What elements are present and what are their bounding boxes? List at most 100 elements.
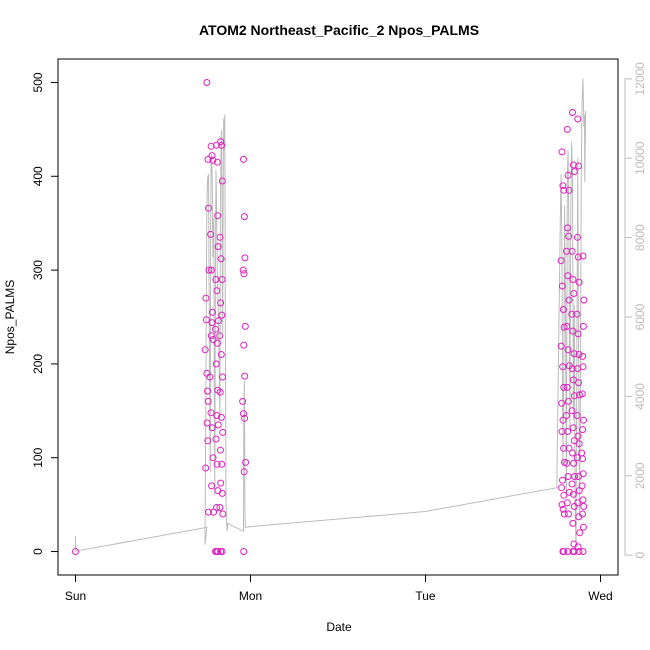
data-point — [558, 148, 566, 156]
data-point — [563, 125, 571, 133]
data-point — [569, 490, 577, 498]
data-point — [580, 296, 588, 304]
data-point — [213, 158, 221, 166]
data-point — [565, 186, 573, 194]
data-point — [573, 412, 581, 419]
data-point — [214, 243, 222, 251]
y-left-tick-label: 100 — [31, 447, 45, 467]
data-point — [574, 543, 582, 551]
data-point — [240, 468, 248, 476]
line-layer — [75, 78, 587, 552]
data-point — [558, 399, 566, 407]
data-point — [217, 299, 225, 307]
data-point — [213, 339, 221, 347]
data-point — [564, 224, 572, 232]
data-point — [574, 253, 582, 261]
data-point — [203, 79, 211, 86]
data-point — [579, 455, 586, 463]
data-point — [573, 454, 581, 462]
data-point — [214, 548, 222, 555]
data-point — [570, 392, 578, 400]
chart-title: ATOM2 Northeast_Pacific_2 Npos_PALMS — [199, 22, 479, 38]
x-tick-label: Tue — [415, 589, 436, 603]
data-point — [208, 152, 216, 160]
data-point — [579, 252, 587, 260]
data-point — [575, 162, 583, 170]
data-point — [242, 458, 250, 466]
data-point — [574, 330, 582, 338]
data-point — [218, 141, 226, 149]
data-point — [579, 523, 587, 531]
data-point — [216, 388, 224, 396]
y-right-tick-label: 10000 — [633, 141, 647, 175]
data-point — [240, 341, 248, 349]
data-point — [571, 473, 579, 480]
data-point — [213, 412, 221, 419]
y-right-tick-label: 12000 — [633, 62, 647, 96]
data-point — [218, 177, 226, 185]
data-point — [213, 504, 221, 511]
data-point — [569, 109, 576, 116]
data-point — [219, 373, 226, 381]
data-point — [562, 412, 570, 419]
data-point — [240, 548, 248, 555]
data-point — [563, 322, 571, 330]
data-point — [574, 499, 582, 507]
data-point — [204, 387, 212, 395]
data-point — [564, 272, 572, 280]
data-point — [203, 419, 211, 427]
y-left-tick-label: 200 — [31, 354, 45, 374]
data-point — [205, 204, 212, 212]
data-point — [207, 230, 215, 238]
data-point — [207, 332, 215, 340]
data-point — [72, 548, 79, 555]
data-point — [213, 287, 221, 295]
data-point — [202, 464, 210, 472]
data-point — [209, 336, 217, 343]
data-point — [217, 351, 225, 358]
data-point — [215, 317, 222, 325]
data-point — [578, 482, 586, 490]
data-point — [217, 479, 225, 487]
y-right-tick-label: 0 — [633, 551, 647, 558]
data-point — [560, 548, 568, 555]
data-point — [575, 351, 583, 358]
data-point — [579, 548, 587, 555]
x-axis: Sun Mon Tue Wed — [65, 575, 613, 603]
data-point — [570, 290, 578, 297]
data-point — [204, 397, 212, 405]
series-line — [75, 78, 587, 552]
data-point — [575, 278, 583, 286]
data-point — [568, 365, 576, 373]
data-point — [565, 444, 573, 452]
y-right-tick-label: 6000 — [633, 303, 647, 330]
data-point — [560, 323, 568, 331]
y-left-tick-label: 300 — [31, 260, 45, 280]
data-point — [560, 444, 568, 452]
y-left-tick-label: 400 — [31, 166, 45, 186]
data-point — [559, 306, 567, 313]
data-point — [212, 360, 220, 368]
data-point — [579, 363, 587, 371]
data-point — [569, 161, 577, 169]
data-point — [205, 266, 213, 274]
data-point — [573, 233, 581, 241]
y-left-tick-label: 0 — [31, 548, 45, 555]
data-point — [241, 254, 249, 262]
data-point — [218, 460, 226, 468]
x-tick-label: Mon — [239, 589, 262, 603]
data-point — [564, 171, 572, 179]
data-point — [209, 156, 217, 164]
y-axis-right: 0 2000 4000 6000 8000 10000 12000 — [624, 62, 647, 558]
data-point — [570, 168, 578, 176]
data-point — [574, 115, 582, 123]
data-point — [202, 294, 210, 302]
data-point — [206, 373, 214, 381]
data-point — [563, 383, 571, 391]
data-point — [565, 488, 573, 496]
data-point — [557, 257, 565, 265]
y-left-tick-label: 500 — [31, 72, 45, 92]
data-point — [216, 504, 224, 511]
data-point — [579, 322, 587, 330]
data-point — [580, 416, 587, 424]
